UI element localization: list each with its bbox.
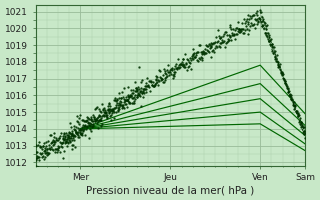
X-axis label: Pression niveau de la mer( hPa ): Pression niveau de la mer( hPa ) — [86, 185, 254, 195]
